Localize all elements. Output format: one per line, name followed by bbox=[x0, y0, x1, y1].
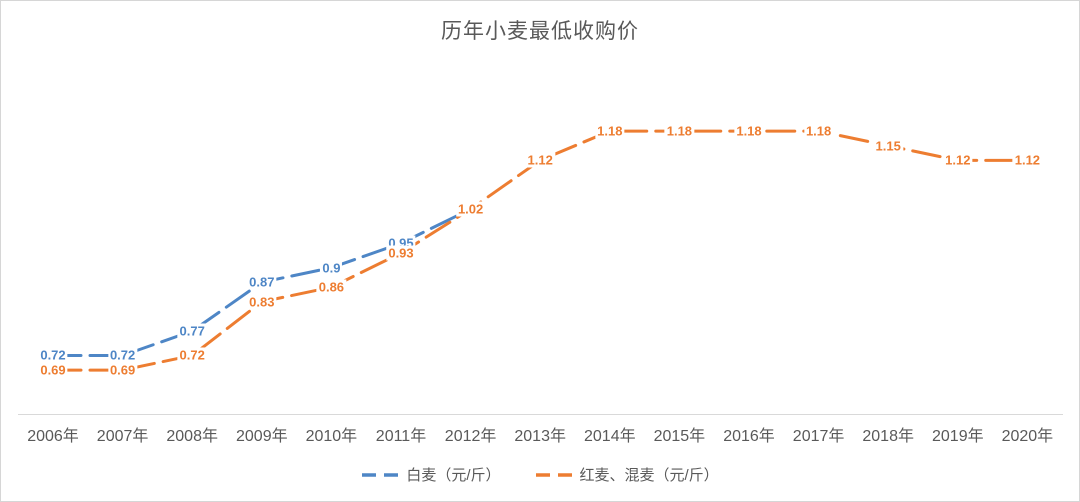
x-axis-label: 2007年 bbox=[96, 428, 149, 445]
legend-label: 红麦、混麦（元/斤） bbox=[579, 467, 719, 484]
chart-title: 历年小麦最低收购价 bbox=[441, 20, 639, 43]
x-axis-label: 2006年 bbox=[27, 428, 79, 445]
x-axis-label: 2018年 bbox=[862, 428, 914, 445]
dashed-line-icon bbox=[535, 472, 572, 477]
x-axis-label: 2014年 bbox=[583, 428, 636, 445]
x-axis-label: 2019年 bbox=[931, 428, 984, 445]
x-axis-label: 2012年 bbox=[444, 428, 497, 445]
x-axis-label: 2010年 bbox=[305, 428, 358, 445]
x-axis-label: 2009年 bbox=[235, 428, 288, 445]
x-axis-label: 2013年 bbox=[514, 428, 566, 445]
legend-item-white-wheat: 白麦（元/斤） bbox=[361, 464, 501, 485]
x-axis-label: 2011年 bbox=[375, 428, 427, 445]
x-axis-label: 2008年 bbox=[166, 428, 218, 445]
x-axis-line bbox=[18, 414, 1063, 415]
x-axis-label: 2017年 bbox=[792, 428, 845, 445]
x-axis-label: 2020年 bbox=[1001, 428, 1054, 445]
x-axis-label: 2015年 bbox=[653, 428, 706, 445]
dashed-line-icon bbox=[362, 472, 399, 477]
legend: 白麦（元/斤） 红麦、混麦（元/斤） bbox=[1, 464, 1079, 485]
legend-item-red-mixed-wheat: 红麦、混麦（元/斤） bbox=[535, 464, 719, 485]
x-axis-label: 2016年 bbox=[723, 428, 775, 445]
legend-label: 白麦（元/斤） bbox=[406, 467, 501, 484]
